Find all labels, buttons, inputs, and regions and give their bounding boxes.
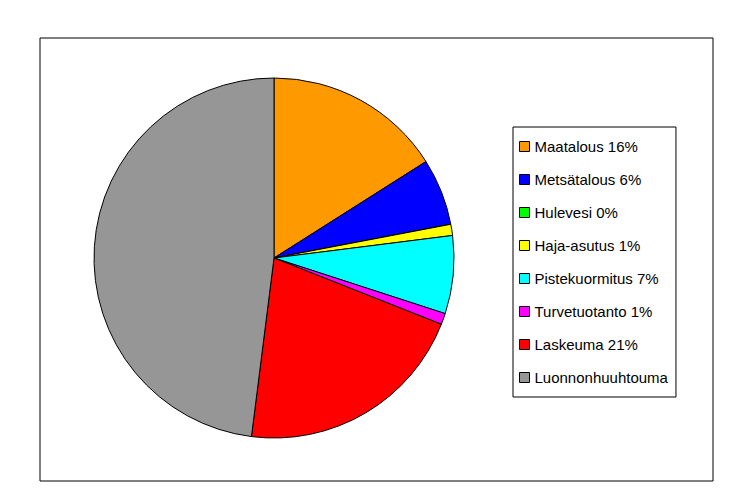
svg-text:Hulevesi 0%: Hulevesi 0% (535, 204, 618, 221)
svg-text:Luonnonhuuhtouma: Luonnonhuuhtouma (535, 369, 669, 386)
svg-text:Haja-asutus 1%: Haja-asutus 1% (535, 237, 641, 254)
svg-text:Pistekuormitus 7%: Pistekuormitus 7% (535, 270, 659, 287)
svg-text:Laskeuma 21%: Laskeuma 21% (535, 336, 638, 353)
svg-text:Maatalous 16%: Maatalous 16% (535, 138, 638, 155)
svg-text:Turvetuotanto 1%: Turvetuotanto 1% (535, 303, 653, 320)
svg-text:Metsätalous 6%: Metsätalous 6% (535, 171, 642, 188)
